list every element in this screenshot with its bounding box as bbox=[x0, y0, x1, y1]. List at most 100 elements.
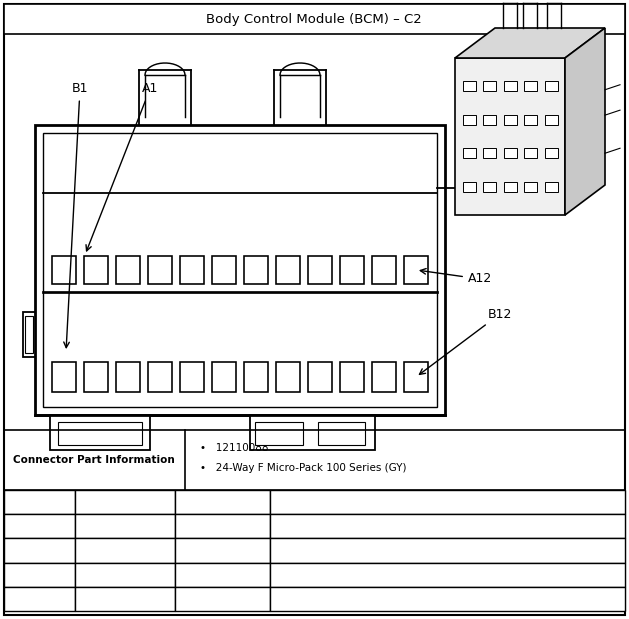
Bar bbox=[340, 256, 364, 284]
Bar bbox=[545, 181, 557, 192]
Text: —: — bbox=[120, 545, 130, 555]
Bar bbox=[4, 563, 75, 587]
Bar bbox=[270, 563, 625, 587]
Bar bbox=[4, 490, 75, 514]
Bar bbox=[524, 181, 537, 192]
Bar bbox=[25, 316, 33, 353]
Bar bbox=[277, 256, 299, 284]
Text: Not Used: Not Used bbox=[276, 545, 323, 555]
Bar bbox=[545, 82, 557, 92]
Bar bbox=[4, 514, 75, 539]
Text: B12: B12 bbox=[420, 308, 512, 374]
Bar bbox=[75, 563, 175, 587]
Bar bbox=[277, 362, 299, 392]
Bar bbox=[4, 4, 625, 34]
Bar bbox=[483, 82, 496, 92]
Text: •   12110088: • 12110088 bbox=[200, 443, 269, 453]
Bar bbox=[148, 256, 172, 284]
Bar bbox=[503, 115, 516, 125]
Bar bbox=[58, 422, 142, 445]
Bar bbox=[175, 539, 270, 563]
Text: Dimming Potentiometer 5-Volt Reference: Dimming Potentiometer 5-Volt Reference bbox=[276, 569, 489, 580]
Bar bbox=[213, 362, 235, 392]
Bar bbox=[503, 181, 516, 192]
Bar bbox=[50, 415, 150, 450]
Bar bbox=[245, 256, 267, 284]
Bar bbox=[4, 539, 75, 563]
Bar bbox=[372, 362, 396, 392]
Bar bbox=[270, 490, 625, 514]
Bar bbox=[455, 58, 565, 215]
Text: —: — bbox=[217, 545, 228, 555]
Bar bbox=[52, 362, 75, 392]
Bar bbox=[483, 148, 496, 158]
Text: Circuit No.: Circuit No. bbox=[191, 497, 253, 507]
Text: B1: B1 bbox=[64, 82, 88, 348]
Bar bbox=[175, 563, 270, 587]
Text: L-GN: L-GN bbox=[112, 594, 138, 604]
Bar bbox=[213, 256, 235, 284]
Bar bbox=[23, 312, 35, 357]
Bar bbox=[503, 148, 516, 158]
Text: GY: GY bbox=[118, 569, 132, 580]
Text: BK: BK bbox=[118, 521, 132, 531]
Bar bbox=[372, 256, 396, 284]
Bar bbox=[84, 362, 108, 392]
Bar bbox=[270, 514, 625, 539]
Bar bbox=[181, 256, 204, 284]
Bar bbox=[4, 587, 75, 611]
Bar bbox=[181, 362, 204, 392]
Bar bbox=[483, 181, 496, 192]
Bar bbox=[524, 115, 537, 125]
Bar bbox=[318, 422, 365, 445]
Bar bbox=[462, 115, 476, 125]
Text: A1: A1 bbox=[86, 82, 158, 251]
Bar bbox=[524, 148, 537, 158]
Text: Function: Function bbox=[422, 497, 473, 507]
Bar bbox=[43, 133, 437, 407]
Bar bbox=[35, 125, 445, 415]
Bar bbox=[308, 256, 331, 284]
Bar bbox=[270, 539, 625, 563]
Bar bbox=[116, 256, 140, 284]
Text: Body Control Module (BCM) – C2: Body Control Module (BCM) – C2 bbox=[206, 12, 422, 25]
Text: Pin: Pin bbox=[30, 497, 49, 507]
Bar bbox=[462, 82, 476, 92]
Bar bbox=[84, 256, 108, 284]
Bar bbox=[545, 148, 557, 158]
Text: Connector Part Information: Connector Part Information bbox=[13, 455, 175, 465]
Bar bbox=[148, 362, 172, 392]
Text: B12: B12 bbox=[30, 594, 50, 604]
Text: Horn Relay Control: Horn Relay Control bbox=[276, 521, 374, 531]
Bar bbox=[255, 422, 303, 445]
Bar bbox=[483, 115, 496, 125]
Bar bbox=[75, 539, 175, 563]
Bar bbox=[52, 256, 75, 284]
Bar bbox=[340, 362, 364, 392]
Text: 28: 28 bbox=[216, 521, 229, 531]
Bar bbox=[75, 587, 175, 611]
Bar bbox=[308, 362, 331, 392]
Text: 1056: 1056 bbox=[209, 569, 236, 580]
Polygon shape bbox=[455, 28, 605, 58]
Text: 1037: 1037 bbox=[209, 594, 236, 604]
Bar bbox=[250, 415, 375, 450]
Text: B10: B10 bbox=[30, 545, 50, 555]
Text: B11: B11 bbox=[30, 569, 50, 580]
Text: Wire Color: Wire Color bbox=[94, 497, 156, 507]
Bar bbox=[462, 148, 476, 158]
Bar bbox=[545, 115, 557, 125]
Polygon shape bbox=[565, 28, 605, 215]
Bar bbox=[270, 587, 625, 611]
Bar bbox=[524, 82, 537, 92]
Bar bbox=[116, 362, 140, 392]
Text: •   24-Way F Micro-Pack 100 Series (GY): • 24-Way F Micro-Pack 100 Series (GY) bbox=[200, 463, 406, 473]
Bar bbox=[175, 514, 270, 539]
Text: B9: B9 bbox=[33, 521, 47, 531]
Bar bbox=[175, 587, 270, 611]
Bar bbox=[245, 362, 267, 392]
Bar bbox=[404, 256, 428, 284]
Bar bbox=[175, 490, 270, 514]
Text: A12: A12 bbox=[420, 269, 492, 285]
Bar bbox=[462, 181, 476, 192]
